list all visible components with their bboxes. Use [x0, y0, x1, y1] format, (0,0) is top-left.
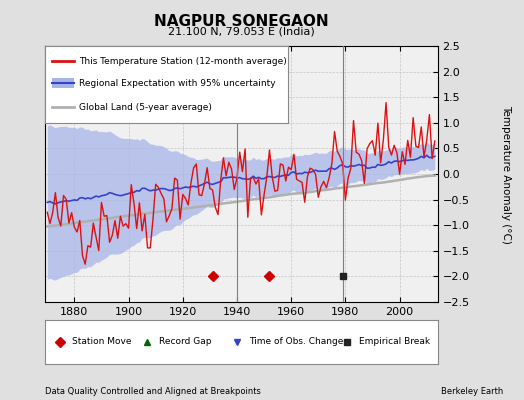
- Text: Record Gap: Record Gap: [158, 338, 211, 346]
- Text: Berkeley Earth: Berkeley Earth: [441, 387, 503, 396]
- Text: Station Move: Station Move: [72, 338, 132, 346]
- Y-axis label: Temperature Anomaly (°C): Temperature Anomaly (°C): [501, 104, 511, 244]
- Text: Time of Obs. Change: Time of Obs. Change: [249, 338, 343, 346]
- Text: Data Quality Controlled and Aligned at Breakpoints: Data Quality Controlled and Aligned at B…: [45, 387, 260, 396]
- Text: Empirical Break: Empirical Break: [359, 338, 430, 346]
- Text: NAGPUR SONEGAON: NAGPUR SONEGAON: [154, 14, 329, 29]
- Text: 21.100 N, 79.053 E (India): 21.100 N, 79.053 E (India): [168, 26, 314, 36]
